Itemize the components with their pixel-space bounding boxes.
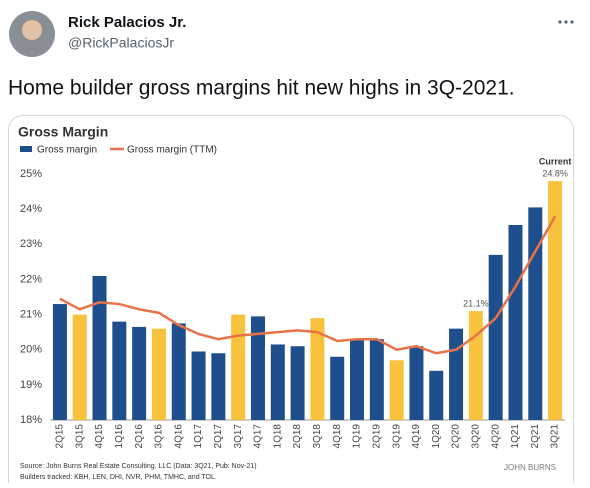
user-name[interactable]: Rick Palacios Jr. <box>68 14 186 31</box>
tweet-text: Home builder gross margins hit new highs… <box>8 77 515 100</box>
x-tick-label: 3Q17 <box>233 424 244 449</box>
bar <box>429 370 444 420</box>
chart-title: Gross Margin <box>18 124 108 140</box>
y-tick-label: 24% <box>20 203 42 215</box>
x-tick-label: 3Q19 <box>391 424 402 449</box>
bar <box>191 351 206 420</box>
y-tick-label: 21% <box>20 309 42 321</box>
x-tick-label: 3Q21 <box>550 424 561 449</box>
x-tick-label: 4Q18 <box>332 424 343 449</box>
bar <box>92 275 107 420</box>
x-tick-label: 1Q20 <box>431 424 442 449</box>
x-tick-label: 2Q21 <box>530 424 541 449</box>
bar <box>389 360 404 420</box>
bar <box>270 344 285 420</box>
x-tick-label: 2Q17 <box>213 424 224 449</box>
y-tick-label: 25% <box>20 168 42 180</box>
line <box>59 215 557 355</box>
y-tick-label: 23% <box>20 238 42 250</box>
bar <box>449 328 464 420</box>
y-tick-label: 22% <box>20 273 42 285</box>
x-tick-label: 2Q19 <box>371 424 382 449</box>
bar <box>310 318 325 420</box>
x-tick-label: 1Q17 <box>193 424 204 449</box>
user-handle[interactable]: @RickPalaciosJr <box>68 35 174 51</box>
avatar-face <box>22 20 42 40</box>
bar <box>211 353 226 420</box>
legend-label: Gross margin (TTM) <box>127 145 217 156</box>
source: Source: John Burns Real Estate Consultin… <box>20 463 257 470</box>
bar <box>151 328 166 420</box>
x-tick-label: 4Q16 <box>173 424 184 449</box>
x-tick-label: 4Q17 <box>253 424 264 449</box>
data-label: 21.1% <box>463 298 489 308</box>
bar <box>112 321 127 420</box>
y-tick-label: 20% <box>20 344 42 356</box>
annotation: Current <box>539 156 572 166</box>
bar <box>171 323 186 420</box>
x-tick-label: 4Q19 <box>411 424 422 449</box>
x-tick-label: 1Q18 <box>272 424 283 449</box>
bar <box>548 181 563 420</box>
x-tick-label: 1Q19 <box>352 424 363 449</box>
legend-label: Gross margin <box>37 145 97 156</box>
bar <box>409 346 424 420</box>
x-tick-label: 3Q20 <box>471 424 482 449</box>
x-tick-label: 3Q15 <box>74 424 85 449</box>
legend-swatch <box>20 146 32 152</box>
bar <box>528 207 543 420</box>
data-label: 24.8% <box>542 168 568 178</box>
bar <box>369 339 384 420</box>
bar <box>132 326 147 420</box>
x-tick-label: 4Q20 <box>490 424 501 449</box>
bar <box>231 314 246 420</box>
bar <box>508 225 523 420</box>
x-tick-label: 3Q18 <box>312 424 323 449</box>
x-tick-label: 1Q21 <box>510 424 521 449</box>
y-tick-label: 18% <box>20 414 42 426</box>
x-tick-label: 1Q16 <box>114 424 125 449</box>
y-tick-label: 19% <box>20 379 42 391</box>
bar <box>350 339 365 420</box>
logo: JOHN BURNS <box>504 463 556 472</box>
x-tick-label: 4Q15 <box>94 424 105 449</box>
chart: 18% 19% 20% 21% 22% 23% 24% 25% Gross margin Gros… <box>20 145 571 481</box>
x-tick-label: 2Q20 <box>451 424 462 449</box>
x-tick-label: 3Q16 <box>154 424 165 449</box>
bar <box>468 311 483 420</box>
more-menu[interactable] <box>558 20 574 24</box>
x-tick-label: 2Q16 <box>134 424 145 449</box>
bar <box>52 304 67 420</box>
x-tick-label: 2Q15 <box>55 424 66 449</box>
note: Builders tracked: KBH, LEN, DHI, NVR, PH… <box>20 474 217 481</box>
bar <box>330 356 345 420</box>
bar <box>72 314 87 420</box>
bar <box>488 254 503 420</box>
bar <box>250 316 265 420</box>
x-tick-label: 2Q18 <box>292 424 303 449</box>
bar <box>290 346 305 420</box>
